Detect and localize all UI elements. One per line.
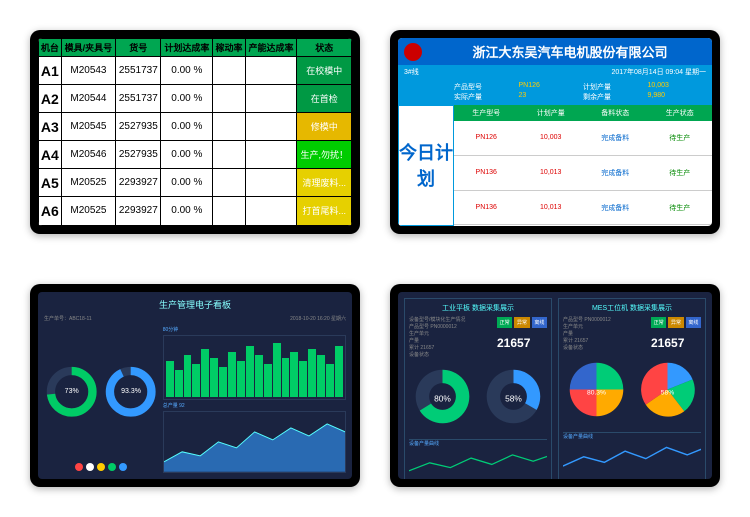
bar — [246, 346, 254, 397]
bar — [317, 355, 325, 397]
plan-table-header: 生产型号计划产量备料状态生产状态 — [454, 105, 712, 121]
table-row: A2M2054425517370.00 %在首检 — [39, 85, 352, 113]
bar-chart-title: 80分钟 — [163, 326, 346, 333]
donut-yield-rate: 93.3% — [103, 326, 158, 458]
table-row: A1M2054325517370.00 %在校模中 — [39, 57, 352, 85]
line-chart-left: 设备产量曲线 — [409, 439, 547, 480]
bar-chart — [163, 335, 346, 401]
status-button[interactable]: 正常 — [497, 317, 512, 328]
table-row: A5M2052522939270.00 %清理废料... — [39, 169, 352, 197]
product-info-row: 产品型号 PN126计划产量 10,003实际产量 23剩余产量 9,980 — [398, 79, 712, 105]
today-plan-label: 今日计划 — [398, 105, 454, 226]
table-header: 产能达成率 — [245, 39, 297, 57]
status-button[interactable]: 离线 — [532, 317, 547, 328]
dashboard-title: 生产管理电子看板 — [44, 298, 346, 311]
table-header: 计划达成率 — [161, 39, 213, 57]
panel-title-left: 工业平板 数据采集展示 — [409, 303, 547, 313]
bar — [282, 358, 290, 397]
table-row: A6M2052522939270.00 %打首尾料... — [39, 197, 352, 225]
status-dot — [86, 463, 94, 471]
order-label: 生产单号：ABC18-11 — [44, 315, 92, 322]
datetime-label: 2017年08月14日 09:04 星期一 — [611, 67, 706, 77]
pie-completion-left: 80% — [409, 363, 476, 435]
bar — [335, 346, 343, 397]
status-button[interactable]: 异常 — [668, 317, 683, 328]
bar — [255, 355, 263, 397]
bar — [201, 349, 209, 397]
table-row: A3M2054525279350.00 %修模中 — [39, 113, 352, 141]
svg-text:80.3%: 80.3% — [587, 389, 606, 396]
plan-row: PN13610,013完成备料待生产 — [454, 191, 712, 226]
donut-plan-completion: 73% — [44, 326, 99, 458]
plan-row: PN13610,013完成备料待生产 — [454, 156, 712, 191]
area-chart — [163, 411, 346, 473]
line-label: 3#线 — [404, 67, 419, 77]
status-buttons-right: 正常异常离线 — [651, 317, 701, 328]
screen-production-dashboard: 生产管理电子看板 生产单号：ABC18-11 2018-10-20 16:20 … — [30, 284, 360, 488]
status-dot — [97, 463, 105, 471]
table-header: 稼动率 — [213, 39, 245, 57]
count-left: 21657 — [497, 336, 547, 350]
table-header: 状态 — [297, 39, 352, 57]
bar — [264, 364, 272, 397]
bar — [237, 361, 245, 397]
status-dots — [44, 461, 159, 473]
svg-text:80%: 80% — [434, 393, 451, 403]
svg-text:58%: 58% — [505, 393, 522, 403]
bar — [192, 364, 200, 397]
table-header: 机台 — [39, 39, 62, 57]
bar — [166, 361, 174, 397]
screen-mes-dashboard: 工业平板 数据采集展示 设备型号/模块化生产情况产品型号 PN0000012生产… — [390, 284, 720, 488]
bar — [228, 352, 236, 397]
status-dot — [108, 463, 116, 471]
bar — [210, 358, 218, 397]
screen-company-board: 浙江大东吴汽车电机股份有限公司 3#线 2017年08月14日 09:04 星期… — [390, 30, 720, 234]
bar — [290, 352, 298, 397]
svg-text:58%: 58% — [661, 389, 674, 396]
industrial-tablet-panel: 工业平板 数据采集展示 设备型号/模块化生产情况产品型号 PN0000012生产… — [404, 298, 552, 480]
status-buttons-left: 正常异常离线 — [497, 317, 547, 328]
plan-row: PN12610,003完成备料待生产 — [454, 121, 712, 156]
company-title-bar: 浙江大东吴汽车电机股份有限公司 — [398, 38, 712, 65]
status-button[interactable]: 离线 — [686, 317, 701, 328]
status-dot — [119, 463, 127, 471]
status-button[interactable]: 异常 — [514, 317, 529, 328]
company-logo-icon — [404, 43, 422, 61]
table-row: A4M2054625279350.00 %生产,勿扰！ — [39, 141, 352, 169]
production-table: 机台模具/夹具号货号计划达成率稼动率产能达成率状态 A1M20543255173… — [38, 38, 352, 226]
panel-title-right: MES工位机 数据采集展示 — [563, 303, 701, 313]
area-chart-title: 总产量 92 — [163, 402, 346, 409]
plan-table-body: PN12610,003完成备料待生产PN13610,013完成备料待生产PN13… — [454, 121, 712, 226]
table-header: 货号 — [116, 39, 161, 57]
mes-station-panel: MES工位机 数据采集展示 产品型号 PN0000012生产单元产量累计 216… — [558, 298, 706, 480]
bar — [184, 355, 192, 397]
bar — [273, 343, 281, 397]
status-button[interactable]: 正常 — [651, 317, 666, 328]
info-bar: 3#线 2017年08月14日 09:04 星期一 — [398, 65, 712, 79]
bar — [175, 370, 183, 397]
pie-completion-right: 80.3% — [563, 356, 630, 428]
stats-left: 设备型号/模块化生产情况产品型号 PN0000012生产单元产量累计 21657… — [409, 317, 493, 359]
dashboard-datetime: 2018-10-20 16:20 星期六 — [290, 315, 346, 322]
bar — [308, 349, 316, 397]
line-chart-right: 设备产量曲线 — [563, 432, 701, 480]
bar — [326, 364, 334, 397]
stats-right: 产品型号 PN0000012生产单元产量累计 21657设备状态 — [563, 317, 647, 352]
screen-production-table: 机台模具/夹具号货号计划达成率稼动率产能达成率状态 A1M20543255173… — [30, 30, 360, 234]
status-dot — [75, 463, 83, 471]
company-name: 浙江大东吴汽车电机股份有限公司 — [428, 42, 712, 61]
count-right: 21657 — [651, 336, 701, 350]
bar — [219, 367, 227, 397]
pie-utilization-left: 58% — [480, 363, 547, 435]
table-header: 模具/夹具号 — [61, 39, 116, 57]
pie-utilization-right: 58% — [634, 356, 701, 428]
bar — [299, 361, 307, 397]
